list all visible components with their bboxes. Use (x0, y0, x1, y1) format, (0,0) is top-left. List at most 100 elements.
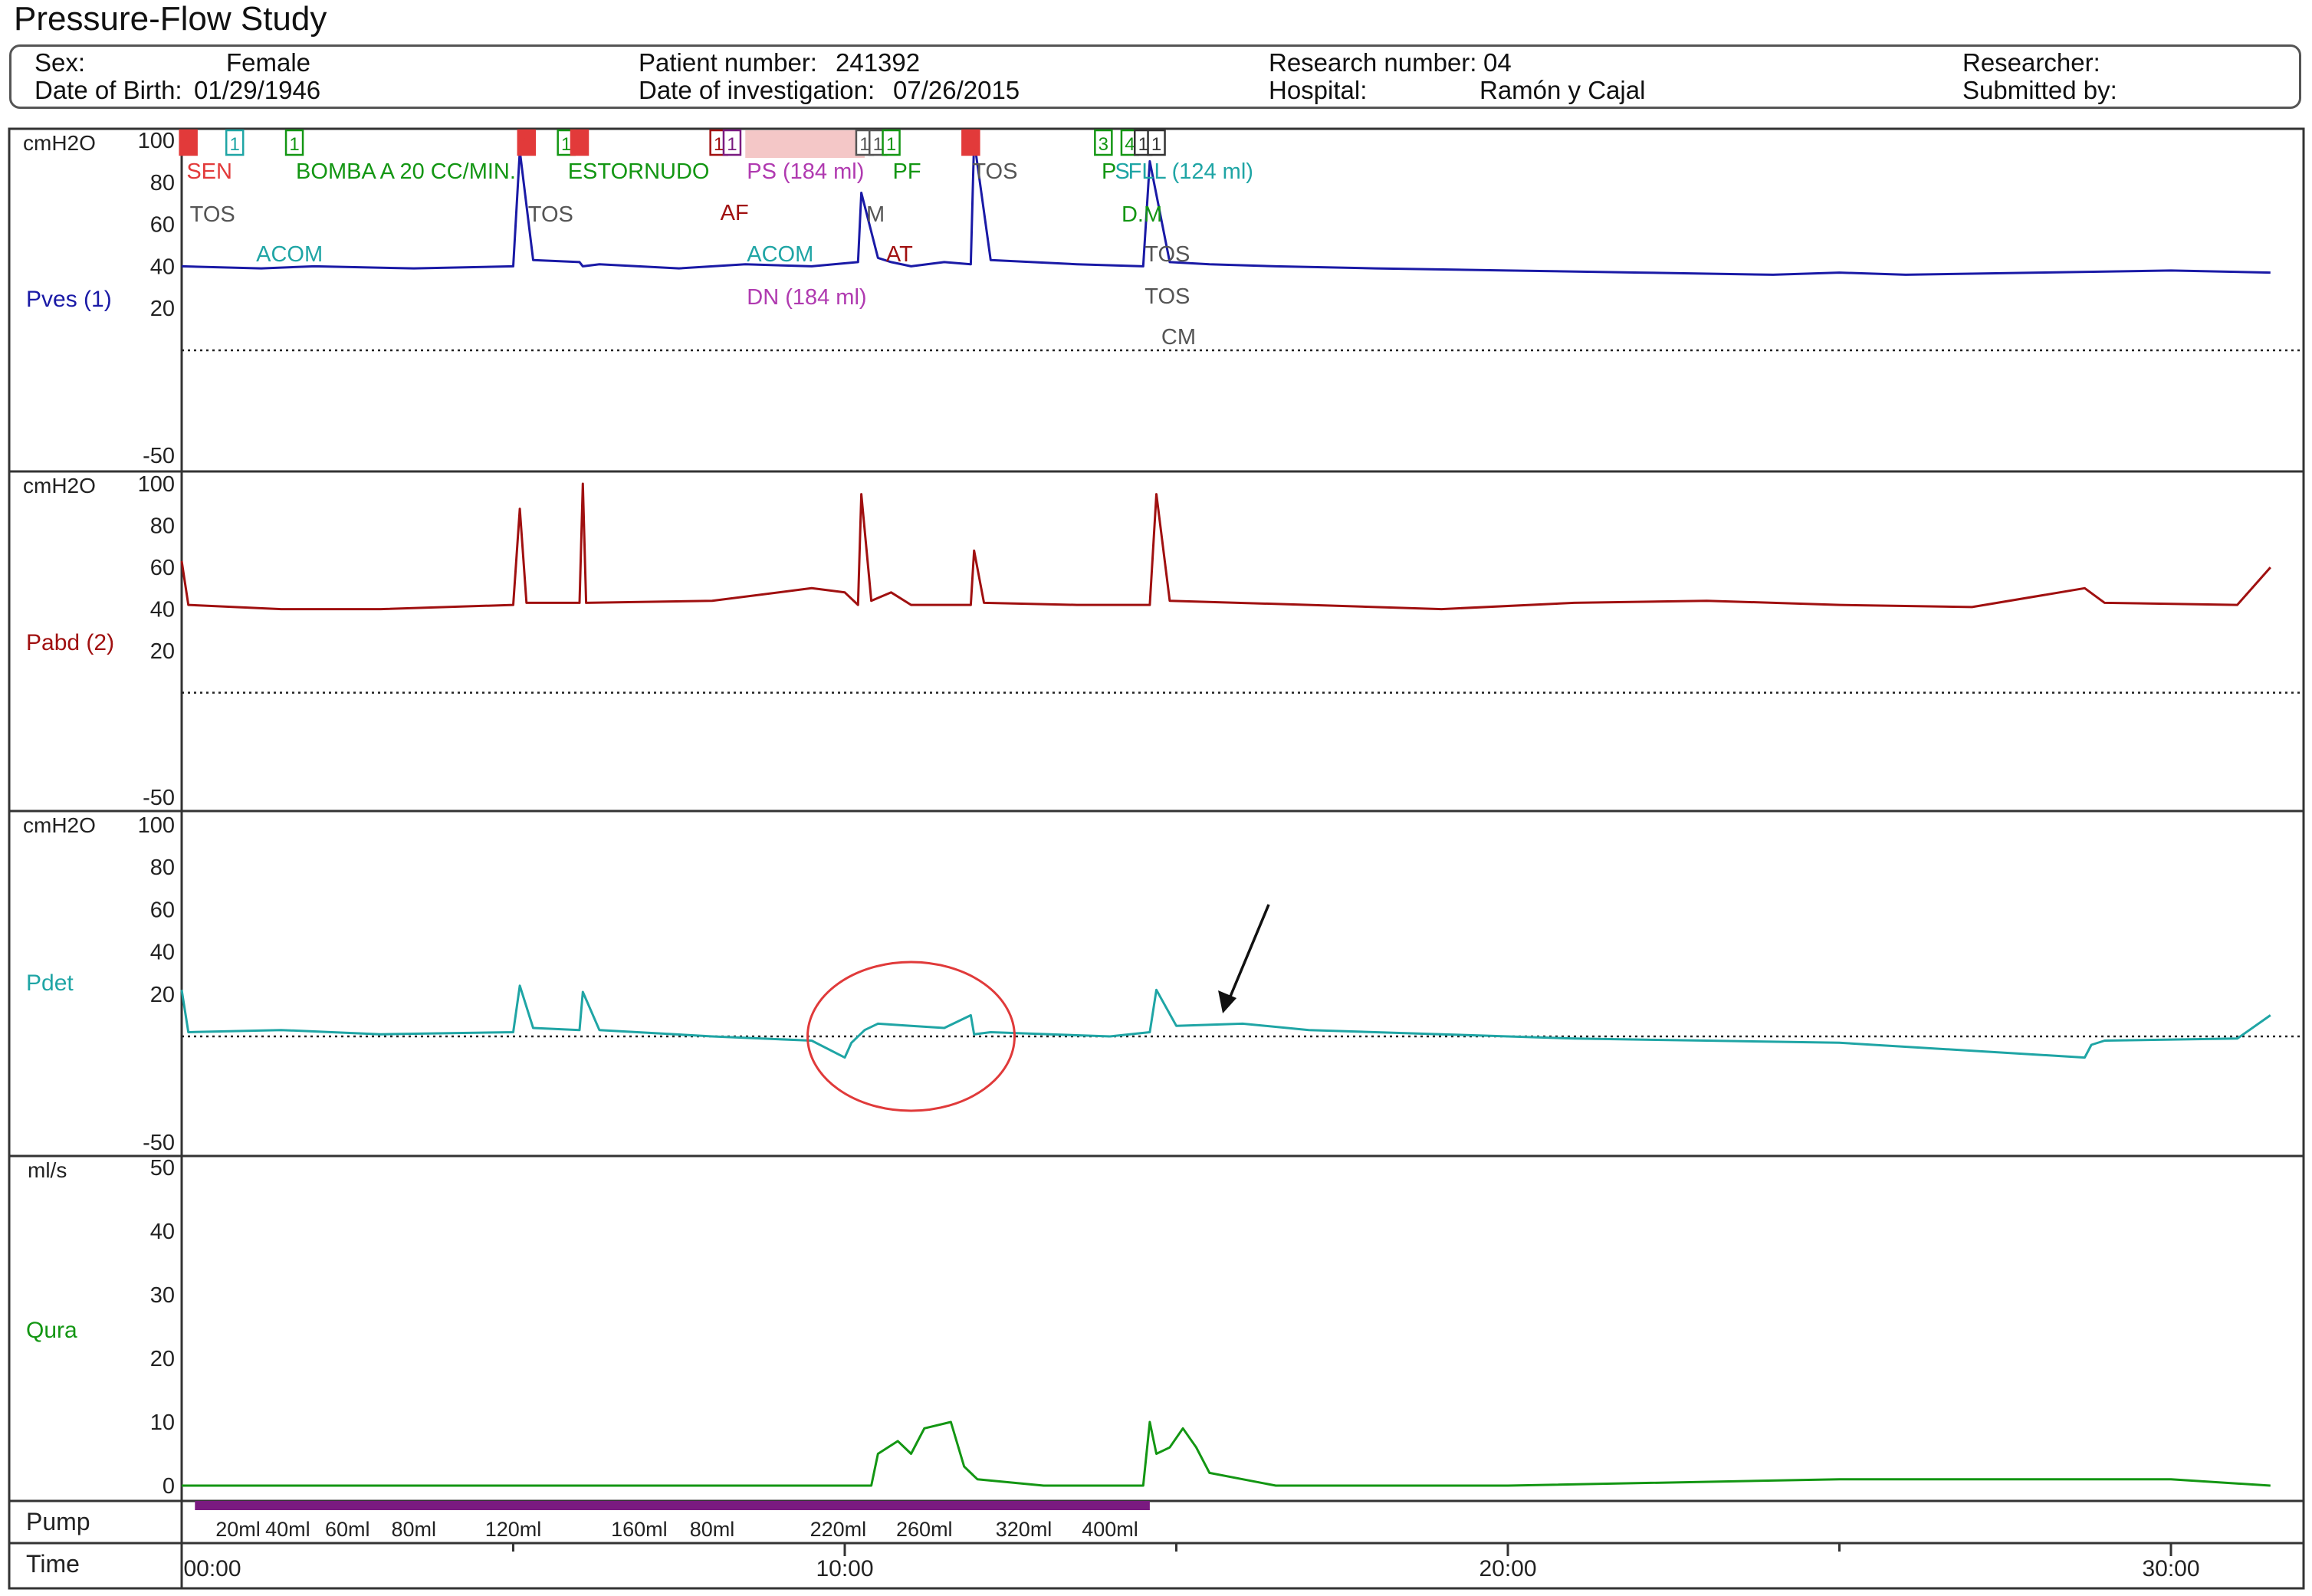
pves-annotation: BOMBA A 20 CC/MIN. (296, 159, 516, 184)
pdet-ytick-label: 60 (150, 898, 175, 922)
pves-ytick-label: -50 (143, 444, 175, 468)
pves-annotation: AF (721, 201, 749, 225)
pabd-ytick-label: 20 (150, 639, 175, 664)
dob-label: Date of Birth: (34, 76, 182, 104)
qura-ytick-label: 30 (150, 1283, 175, 1308)
event-marker-code: 3 (1099, 134, 1108, 155)
event-marker-code: 1 (561, 134, 571, 155)
qura-channel-label: Qura (26, 1318, 77, 1343)
pump-volume-label: 40ml (265, 1518, 310, 1541)
pump-volume-label: 80ml (391, 1518, 436, 1541)
event-marker (1094, 129, 1113, 156)
pves-ytick-label: 80 (150, 171, 175, 195)
pves-annotation: M (866, 202, 885, 227)
pves-channel-label: Pves (1) (26, 287, 112, 312)
event-marker-code: 1 (1151, 134, 1161, 155)
pves-ytick-label: 60 (150, 213, 175, 238)
pves-annotation: PF (893, 159, 921, 184)
pves-ytick-label: 20 (150, 297, 175, 321)
event-marker-code: 1 (714, 134, 724, 155)
event-highlight-band (745, 130, 865, 158)
pves-annotation: TOS (1145, 242, 1190, 267)
pabd-ytick-label: 80 (150, 514, 175, 539)
pump-volume-label: 320ml (996, 1518, 1053, 1541)
pdet-channel-label: Pdet (26, 970, 74, 996)
pves-annotation: CM (1161, 325, 1196, 350)
qura-ytick-label: 50 (150, 1156, 175, 1181)
qura-ytick-label: 0 (163, 1474, 175, 1499)
event-marker-code: 1 (289, 134, 299, 155)
time-tick-label: 00:00 (183, 1556, 241, 1581)
pves-series-line (181, 139, 2271, 276)
research-number-value: 04 (1483, 48, 1512, 77)
annotation-arrow-head (1218, 990, 1237, 1013)
pves-annotation: TOS (972, 159, 1017, 184)
research-number-label: Research number: (1269, 48, 1477, 77)
page-title: Pressure-Flow Study (14, 0, 327, 38)
event-marker-code: 1 (966, 134, 976, 155)
event-marker-code: 1 (230, 134, 240, 155)
event-marker-code: 1 (1138, 134, 1148, 155)
pves-annotation: TOS (528, 202, 573, 227)
pves-ytick-label: 100 (138, 129, 175, 153)
pump-volume-label: 120ml (485, 1518, 542, 1541)
pdet-unit-label: cmH2O (23, 813, 96, 837)
pump-volume-label: 160ml (611, 1518, 668, 1541)
event-marker (517, 129, 537, 156)
qura-ytick-label: 20 (150, 1347, 175, 1371)
pves-unit-label: cmH2O (23, 131, 96, 155)
patient-number-value: 241392 (836, 48, 921, 77)
pump-infusion-bar (195, 1501, 1150, 1510)
highlight-circle (806, 961, 1016, 1112)
investigation-date-label: Date of investigation: (639, 76, 875, 104)
time-tick-label: 10:00 (816, 1556, 873, 1581)
event-marker (179, 129, 198, 156)
pabd-ytick-label: 60 (150, 556, 175, 580)
researcher-label: Researcher: (1962, 48, 2100, 77)
event-marker (570, 129, 589, 156)
plot-frame (8, 127, 2305, 1590)
hospital-value: Ramón y Cajal (1479, 76, 1646, 104)
dob-value: 01/29/1946 (194, 76, 321, 104)
patient-info-box: Sex: Female Date of Birth: 01/29/1946 Pa… (9, 44, 2301, 109)
event-marker (1147, 129, 1166, 156)
investigation-date-value: 07/26/2015 (893, 76, 1020, 104)
pump-volume-label: 60ml (325, 1518, 370, 1541)
pves-annotation: ACOM (256, 242, 323, 267)
event-marker (284, 129, 304, 156)
qura-ytick-label: 40 (150, 1220, 175, 1244)
event-marker-code: 2 (574, 134, 584, 155)
pdet-ytick-label: 40 (150, 941, 175, 965)
annotation-arrow-shaft (1224, 904, 1270, 1008)
event-marker-code: 4 (1125, 134, 1135, 155)
pves-annotation: ESTORNUDO (568, 159, 710, 184)
qura-series-line (182, 1420, 2271, 1487)
sex-label: Sex: (34, 48, 86, 77)
qura-ytick-label: 10 (150, 1410, 175, 1435)
pves-annotation: SEN (186, 159, 232, 184)
pump-volume-label: 20ml (215, 1518, 261, 1541)
pdet-ytick-label: -50 (143, 1131, 175, 1155)
pabd-ytick-label: 40 (150, 598, 175, 622)
pves-annotation: FLL (124 ml) (1128, 159, 1253, 184)
pabd-channel-label: Pabd (2) (26, 630, 114, 655)
pves-ytick-label: 40 (150, 255, 175, 279)
event-marker-code: 1 (859, 134, 869, 155)
pabd-ytick-label: 100 (138, 472, 175, 497)
event-marker (882, 129, 901, 156)
event-marker-code: 1 (873, 134, 883, 155)
sex-value: Female (226, 48, 311, 77)
pves-annotation: TOS (1145, 284, 1190, 309)
pves-annotation: P (1102, 159, 1116, 184)
pves-annotation: AT (886, 242, 913, 267)
pves-annotation: S (1115, 159, 1129, 184)
pves-annotation: TOS (190, 202, 235, 227)
pump-row-label: Pump (26, 1508, 90, 1535)
time-row-label: Time (26, 1550, 80, 1578)
event-marker (961, 129, 980, 156)
pdet-series-line (180, 984, 2271, 1059)
event-marker-code: 1 (727, 134, 737, 155)
pdet-ytick-label: 20 (150, 983, 175, 1007)
pves-annotation: ACOM (747, 242, 813, 267)
